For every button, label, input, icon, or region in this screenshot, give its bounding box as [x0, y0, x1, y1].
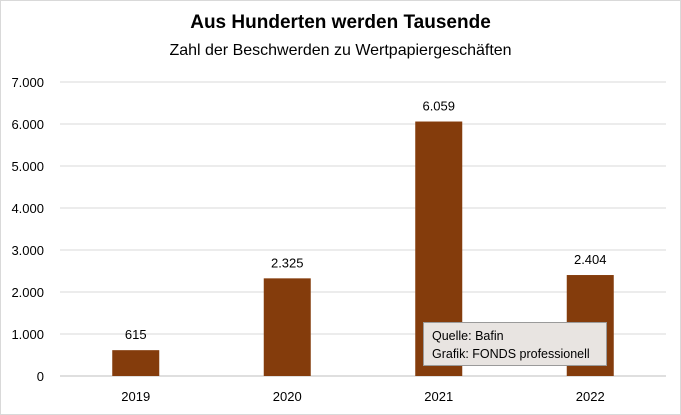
y-tick-label: 5.000: [11, 159, 44, 174]
data-label: 615: [125, 327, 147, 342]
x-tick-label: 2022: [576, 389, 605, 404]
bar: [112, 350, 160, 376]
x-tick-label: 2019: [121, 389, 150, 404]
x-tick-label: 2020: [273, 389, 302, 404]
chart-subtitle: Zahl der Beschwerden zu Wertpapiergeschä…: [169, 42, 512, 59]
data-label: 2.404: [574, 252, 607, 267]
y-tick-label: 6.000: [11, 117, 44, 132]
x-tick-label: 2021: [424, 389, 453, 404]
credit-line: Grafik: FONDS professionell: [432, 347, 590, 361]
chart-title: Aus Hunderten werden Tausende: [190, 12, 491, 33]
y-tick-label: 1.000: [11, 327, 44, 342]
data-label: 6.059: [422, 99, 455, 114]
y-tick-label: 3.000: [11, 243, 44, 258]
data-label: 2.325: [271, 255, 304, 270]
y-tick-label: 4.000: [11, 201, 44, 216]
y-tick-label: 0: [37, 369, 44, 384]
bar: [263, 278, 311, 376]
source-line: Quelle: Bafin: [432, 329, 504, 343]
y-tick-label: 7.000: [11, 75, 44, 90]
y-tick-label: 2.000: [11, 285, 44, 300]
source-note-box: Quelle: Bafin Grafik: FONDS professionel…: [423, 322, 607, 366]
